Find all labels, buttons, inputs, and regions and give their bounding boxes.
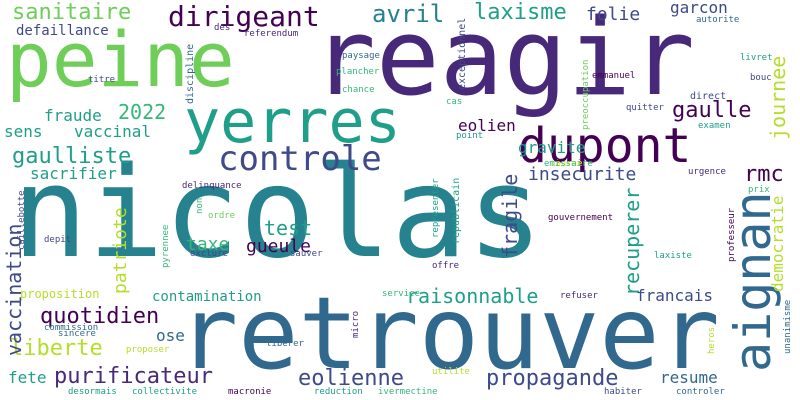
- word: macronie: [228, 387, 272, 397]
- word: quotidien: [40, 304, 160, 329]
- word: recuperer: [620, 187, 644, 296]
- word: reduction: [314, 387, 363, 397]
- word: heros: [707, 326, 717, 354]
- word: ordre: [208, 211, 236, 221]
- word: eolien: [458, 116, 516, 135]
- word: purificateur: [54, 364, 213, 389]
- word: paysage: [342, 51, 380, 61]
- word: sens: [4, 122, 43, 141]
- word: proposer: [126, 345, 170, 355]
- word: referendum: [244, 29, 299, 39]
- word: defaillance: [16, 23, 109, 39]
- word: ivermectine: [378, 387, 438, 397]
- word: plancher: [336, 67, 380, 77]
- word: professeur: [727, 207, 737, 262]
- word: emissaire: [544, 159, 593, 169]
- word: eolienne: [298, 366, 404, 391]
- word: bouc: [750, 73, 772, 83]
- word: titre: [88, 75, 116, 85]
- word: refuser: [560, 291, 598, 301]
- word: gaulliste: [12, 144, 132, 169]
- word: non: [195, 197, 205, 214]
- word: discipline: [185, 43, 196, 104]
- word: sauver: [290, 249, 323, 259]
- word: test: [264, 216, 313, 240]
- word: rmc: [744, 162, 784, 187]
- word: point: [456, 131, 484, 141]
- word: controler: [676, 387, 725, 397]
- word: peine: [6, 15, 235, 104]
- word: exclure: [190, 249, 228, 259]
- word: commission: [44, 323, 99, 333]
- word: ose: [156, 326, 185, 345]
- word: insecurite: [528, 164, 637, 185]
- word: fete: [8, 368, 47, 387]
- word: des: [214, 23, 231, 33]
- word: direct: [690, 91, 727, 102]
- word: unanimisme: [783, 299, 793, 354]
- word: examen: [698, 121, 731, 131]
- word: vaccinal: [74, 122, 152, 141]
- word: francais: [636, 286, 714, 305]
- word: laxiste: [654, 251, 692, 261]
- word: desormais: [68, 387, 117, 397]
- word: sanitaire: [12, 0, 132, 25]
- word: dirigeant: [168, 0, 320, 33]
- word: retrouver: [178, 275, 720, 392]
- word: proposition: [20, 287, 100, 301]
- word: urgence: [688, 167, 726, 177]
- word: tourne: [550, 159, 583, 169]
- word: offre: [432, 261, 460, 271]
- word: garcon: [670, 0, 728, 17]
- word: collectivite: [132, 387, 198, 397]
- word: patriote: [110, 207, 131, 294]
- word: contamination: [152, 289, 262, 305]
- word: raisonnable: [406, 284, 539, 308]
- word: autorite: [696, 15, 740, 25]
- word: utilite: [432, 367, 470, 377]
- word: dupont: [518, 118, 692, 174]
- word: reagir: [312, 0, 695, 119]
- word: republicain: [451, 177, 462, 244]
- word: caillebotte: [17, 190, 27, 250]
- word: micro: [351, 310, 361, 338]
- word: liberte: [10, 336, 103, 361]
- word: habiter: [604, 387, 642, 397]
- word: pyrennee: [161, 224, 171, 268]
- word: laxisme: [474, 0, 567, 25]
- word: gravite: [518, 138, 586, 157]
- word: folie: [586, 4, 641, 25]
- word: sacrifier: [30, 164, 117, 183]
- word: avril: [372, 0, 445, 28]
- word: service: [382, 289, 420, 299]
- word: quitter: [626, 103, 664, 113]
- word: sincere: [58, 329, 96, 339]
- word: gaulle: [672, 98, 752, 123]
- word: emmanuel: [592, 71, 636, 81]
- word: delinquance: [182, 181, 242, 191]
- word: yerres: [184, 87, 401, 157]
- word: preoccupation: [581, 59, 591, 130]
- word: prix: [748, 185, 770, 195]
- word: gueule: [246, 236, 312, 257]
- word: nicolas: [12, 139, 544, 286]
- word: depit: [44, 235, 72, 245]
- word: representer: [431, 178, 441, 238]
- word: controle: [218, 139, 382, 179]
- word: gouvernement: [548, 213, 614, 223]
- word: livret: [740, 53, 773, 63]
- word: cas: [446, 97, 463, 107]
- word: journee: [766, 55, 790, 140]
- word: liberer: [266, 339, 304, 349]
- word: exceptionnel: [457, 17, 468, 90]
- word: 2022: [118, 100, 167, 124]
- word: democratie: [768, 195, 787, 292]
- word: chance: [342, 85, 375, 95]
- word: fraude: [44, 106, 102, 125]
- word: fragile: [498, 173, 522, 258]
- word: propagande: [486, 366, 619, 391]
- word: taxe: [186, 234, 230, 255]
- word: resume: [660, 368, 718, 387]
